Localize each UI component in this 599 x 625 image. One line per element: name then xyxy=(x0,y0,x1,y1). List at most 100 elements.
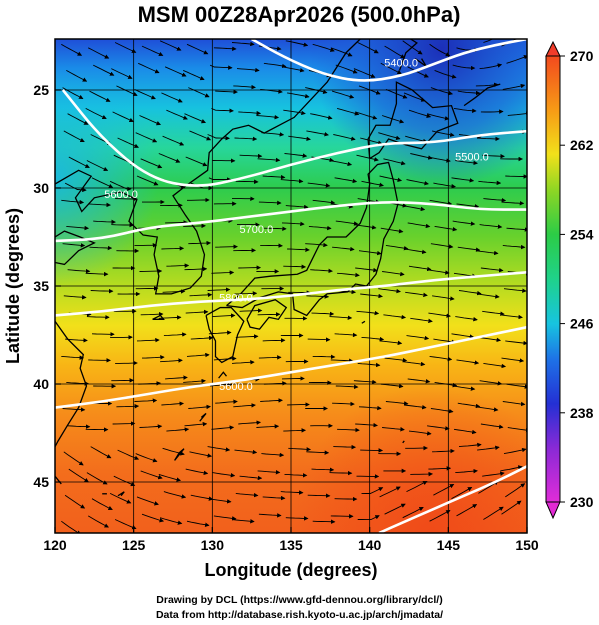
streamline-arrow xyxy=(258,200,282,206)
streamline-arrow xyxy=(211,107,234,113)
streamline-arrow xyxy=(483,197,507,203)
streamline-arrow xyxy=(212,313,236,318)
streamline-arrow xyxy=(432,295,455,301)
streamline-arrow xyxy=(335,384,359,390)
streamline-arrow xyxy=(67,424,91,429)
streamline-arrow xyxy=(452,220,476,226)
streamline-arrow xyxy=(356,154,379,162)
streamline-arrow xyxy=(234,449,258,455)
streamline-arrow xyxy=(337,427,360,433)
streamline-arrow xyxy=(64,182,87,193)
streamline-arrow xyxy=(283,109,306,116)
contour-label: 5500.0 xyxy=(455,152,489,164)
streamline-arrow xyxy=(378,132,401,140)
streamline-arrow xyxy=(109,492,132,504)
streamline-arrow xyxy=(405,291,428,298)
streamline-arrow xyxy=(408,265,432,272)
streamline-arrow xyxy=(333,134,356,141)
streamline-arrow xyxy=(117,449,140,460)
wind-streamlines xyxy=(61,39,527,533)
streamline-arrow xyxy=(332,401,355,407)
streamline-arrow xyxy=(506,227,527,232)
streamline-arrow xyxy=(190,335,214,341)
streamline-arrow xyxy=(85,271,109,277)
streamline-arrow xyxy=(431,130,455,137)
streamline-arrow xyxy=(382,271,405,277)
streamline-arrow xyxy=(186,520,210,527)
streamline-arrow xyxy=(283,264,307,269)
colorbar-tick-label: 230 xyxy=(570,494,594,510)
streamline-arrow xyxy=(135,132,158,143)
streamline-arrow xyxy=(433,484,455,496)
streamline-arrow xyxy=(334,177,358,184)
streamline-arrow xyxy=(189,451,213,458)
streamline-arrow xyxy=(429,199,453,206)
streamline-arrow xyxy=(335,220,359,226)
streamline-arrow xyxy=(113,475,136,487)
streamline-arrow xyxy=(329,315,353,320)
streamline-arrow xyxy=(235,492,259,498)
streamline-arrow xyxy=(280,490,304,495)
streamline-arrow xyxy=(256,114,280,120)
coastline xyxy=(218,371,227,379)
streamline-arrow xyxy=(91,332,115,337)
coastline xyxy=(55,320,88,448)
streamline-arrow xyxy=(62,243,86,248)
y-tick-label: 35 xyxy=(33,278,49,294)
streamline-arrow xyxy=(458,290,482,296)
streamline-arrow xyxy=(116,404,140,409)
streamline-arrow xyxy=(307,493,331,498)
streamline-arrow xyxy=(402,361,426,367)
coastline xyxy=(174,448,185,461)
streamline-arrow xyxy=(329,160,353,167)
streamline-arrow xyxy=(434,225,458,232)
contour-label: 5700.0 xyxy=(240,224,274,236)
streamline-arrow xyxy=(483,506,504,520)
streamline-arrow xyxy=(426,113,450,121)
streamline-arrow xyxy=(451,333,475,339)
colorbar-fill xyxy=(545,55,561,503)
colorbar-tick-label: 254 xyxy=(570,226,594,242)
streamline-arrow xyxy=(215,244,238,249)
streamline-arrow xyxy=(434,69,457,79)
streamline-arrow xyxy=(135,453,158,463)
contour-5600 xyxy=(55,270,527,317)
streamline-arrow xyxy=(402,506,424,519)
streamline-arrow xyxy=(287,402,310,407)
streamline-arrow xyxy=(379,340,403,346)
streamline-arrow xyxy=(263,226,287,231)
streamline-arrow xyxy=(336,107,360,116)
streamline-arrow xyxy=(61,43,83,56)
streamline-arrow xyxy=(183,69,205,81)
streamline-arrow xyxy=(332,246,355,252)
contour-5800 xyxy=(378,465,527,533)
streamline-arrow xyxy=(210,382,233,387)
streamline-arrow xyxy=(90,446,112,459)
streamline-arrow xyxy=(502,83,526,90)
streamline-arrow xyxy=(161,92,183,103)
streamline-arrow xyxy=(234,136,258,142)
streamline-arrow xyxy=(403,404,427,410)
streamline-arrow xyxy=(91,498,113,511)
coastline xyxy=(152,314,165,320)
streamline-arrow xyxy=(452,385,476,391)
streamline-arrow xyxy=(285,516,309,521)
streamline-arrow xyxy=(68,156,90,168)
streamline-arrow xyxy=(331,90,355,99)
streamline-arrow xyxy=(410,317,433,324)
streamline-arrow xyxy=(483,39,494,43)
streamline-arrow xyxy=(90,288,114,294)
streamline-arrow xyxy=(385,244,409,251)
streamline-arrow xyxy=(403,248,427,255)
streamline-arrow xyxy=(477,293,500,299)
streamline-arrow xyxy=(379,175,403,183)
streamline-arrow xyxy=(384,45,406,59)
streamline-arrow xyxy=(403,92,426,102)
streamline-arrow xyxy=(165,220,188,225)
streamline-arrow xyxy=(281,221,305,227)
streamline-arrow xyxy=(61,199,85,205)
contour-5400 xyxy=(61,89,527,187)
streamline-arrow xyxy=(114,519,137,530)
streamline-arrow xyxy=(213,356,237,361)
streamline-arrow xyxy=(235,334,259,339)
